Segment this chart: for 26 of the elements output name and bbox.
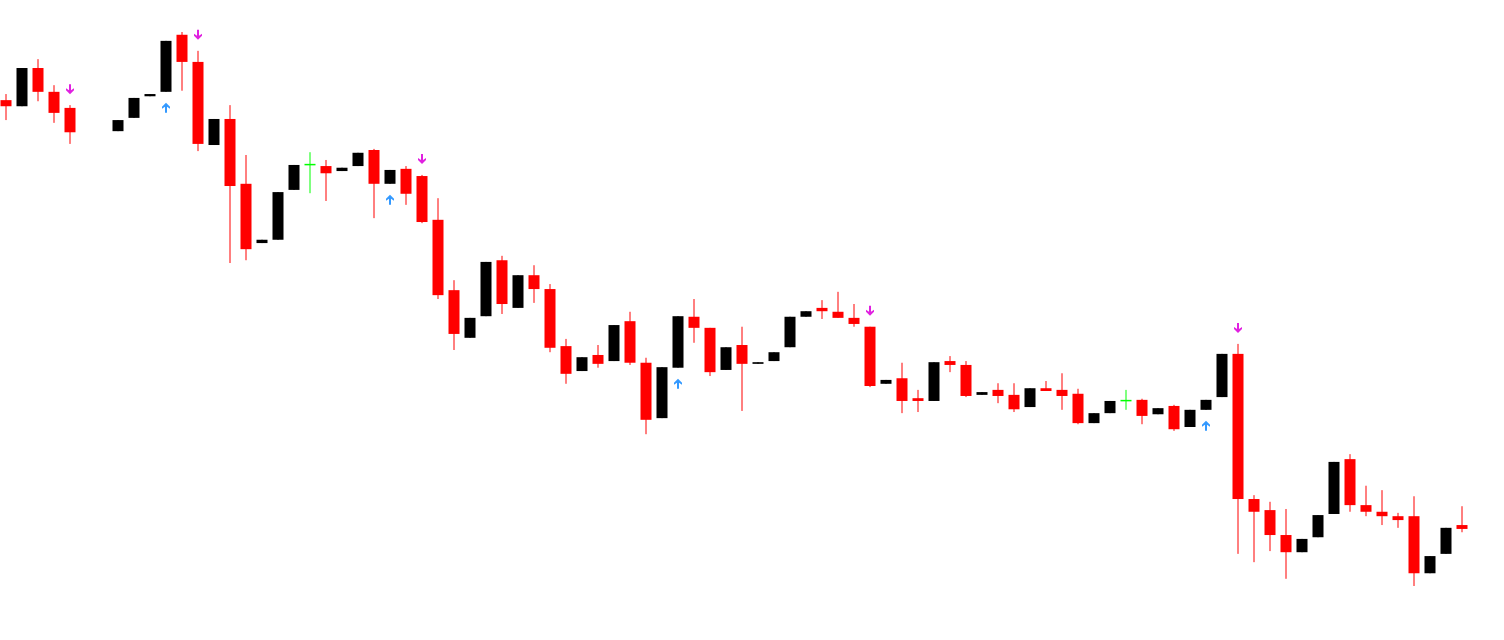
candlestick — [0, 93, 12, 121]
candlestick — [736, 326, 748, 412]
candlestick — [32, 58, 44, 102]
candlestick — [1056, 372, 1068, 411]
candlestick — [1360, 485, 1372, 517]
candlestick — [592, 344, 604, 369]
candlestick — [944, 355, 956, 373]
candlestick — [720, 346, 732, 371]
candlestick — [912, 389, 924, 413]
candlestick — [832, 291, 844, 319]
candlestick — [1008, 382, 1020, 413]
candlestick — [688, 298, 700, 344]
candlestick — [896, 362, 908, 414]
candlestick — [1168, 404, 1180, 432]
candlestick — [1376, 489, 1388, 526]
candlestick — [1392, 512, 1404, 529]
candlestick — [848, 303, 860, 328]
candlestick — [528, 264, 540, 304]
candlestick — [1248, 494, 1260, 563]
candlestick — [992, 382, 1004, 404]
candlestick — [1280, 508, 1292, 580]
candlestick — [1040, 380, 1052, 392]
candlestick — [48, 84, 60, 124]
candlestick — [1456, 505, 1468, 533]
candlestick — [320, 159, 332, 202]
candlestick — [1136, 398, 1148, 425]
